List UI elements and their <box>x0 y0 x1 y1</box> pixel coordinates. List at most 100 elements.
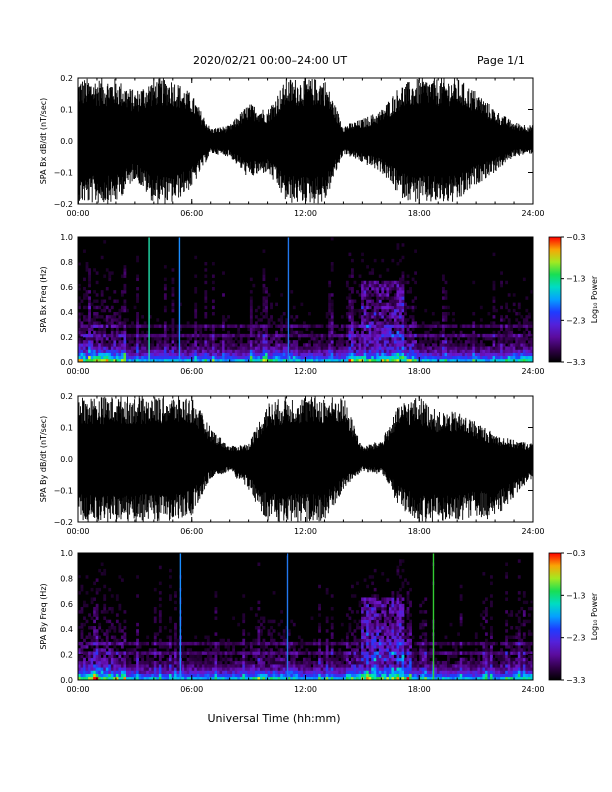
spectrogram-cell <box>287 333 291 338</box>
spectrogram-cell <box>492 315 496 319</box>
spectrogram-cell <box>431 349 435 353</box>
spectrogram-cell <box>174 641 177 646</box>
spectrogram-cell <box>295 324 299 328</box>
spectrogram-cell <box>399 327 402 332</box>
spectrogram-cell <box>335 349 339 353</box>
spectrogram-cell <box>368 352 372 357</box>
spectrogram-cell <box>502 333 506 338</box>
spectrogram-cell <box>454 641 458 646</box>
spectrogram-cell <box>262 673 266 678</box>
spectrogram-cell <box>118 626 122 630</box>
spectrogram-cell <box>361 613 364 617</box>
spectrogram-cell <box>383 632 387 636</box>
spectrogram-cell <box>459 667 463 671</box>
spectrogram-cell <box>409 664 412 668</box>
spectrogram-cell <box>184 667 187 671</box>
spectrogram-cell <box>110 676 114 681</box>
spectrogram-cell <box>325 667 329 671</box>
spectrogram-cell <box>224 657 228 662</box>
spectrogram-cell <box>128 673 132 678</box>
spectrogram-cell <box>108 352 112 357</box>
spectrogram-cell <box>421 645 425 649</box>
spectrogram-cell <box>123 305 127 310</box>
spectrogram-cell <box>396 346 400 350</box>
spectrogram-cell <box>88 283 91 288</box>
spectrogram-cell <box>163 265 167 269</box>
spectrogram-cell <box>108 670 112 674</box>
spectrogram-cell <box>227 315 230 319</box>
spectrogram-cell <box>118 622 122 627</box>
spectrogram-cell <box>163 296 167 300</box>
spectrogram-cell <box>340 324 344 328</box>
spectrogram-cell <box>404 318 407 322</box>
spectrogram-cell <box>219 340 223 344</box>
spectrogram-cell <box>115 676 119 681</box>
spectrogram-cell <box>217 651 220 655</box>
spectrogram-cell <box>424 619 428 624</box>
spectrogram-cell <box>249 321 253 325</box>
spectrogram-cell <box>368 673 372 678</box>
spectrogram-cell <box>196 346 200 350</box>
spectrogram-cell <box>78 305 81 310</box>
spectrogram-cell <box>80 664 84 668</box>
spectrogram-cell <box>500 358 503 363</box>
spectrogram-cell <box>189 670 193 674</box>
spectrogram-cell <box>83 355 86 360</box>
spectrogram-cell <box>338 340 342 344</box>
spectrogram-cell <box>434 667 438 671</box>
spectrogram-cell <box>204 296 208 300</box>
spectrogram-cell <box>287 343 291 347</box>
spectrogram-cell <box>141 654 145 659</box>
spectrogram-cell <box>80 349 84 353</box>
spectrogram-cell <box>211 355 215 360</box>
spectrogram-cell <box>234 664 238 668</box>
spectrogram-cell <box>204 293 208 297</box>
spectrogram-cell <box>78 346 81 350</box>
spectrogram-cell <box>169 657 172 662</box>
spectrogram-cell <box>239 664 243 668</box>
spectrogram-cell <box>353 324 357 328</box>
spectrogram-cell <box>328 283 332 288</box>
spectrogram-cell <box>411 349 415 353</box>
spectrogram-cell <box>325 670 329 674</box>
spectrogram-cell <box>424 667 428 671</box>
spectrogram-cell <box>373 315 377 319</box>
spectrogram-cell <box>391 606 395 611</box>
spectrogram-cell <box>472 324 476 328</box>
spectrogram-cell <box>292 324 296 328</box>
spectrogram-cell <box>318 349 321 353</box>
spectrogram-cell <box>356 638 359 643</box>
spectrogram-cell <box>401 299 405 303</box>
spectrogram-cell <box>391 333 395 338</box>
spectrogram-cell <box>80 584 84 589</box>
spectrogram-cell <box>103 657 107 662</box>
spectrogram-cell <box>429 340 433 344</box>
spectrogram-cell <box>115 333 119 338</box>
spectrogram-cell <box>239 673 243 678</box>
spectrogram-cell <box>388 346 392 350</box>
spectrogram-cell <box>297 330 301 335</box>
spectrogram-cell <box>199 657 203 662</box>
spectrogram-cell <box>371 676 375 681</box>
spectrogram-cell <box>477 355 481 360</box>
spectrogram-cell <box>257 352 261 357</box>
spectrogram-cell <box>396 600 400 605</box>
spectrogram-cell <box>366 616 369 620</box>
spectrogram-cell <box>353 312 357 316</box>
spectrogram-cell <box>282 660 286 665</box>
spectrogram-cell <box>103 654 107 659</box>
spectrogram-cell <box>381 667 385 671</box>
spectrogram-cell <box>510 343 514 347</box>
x-tick-label: 24:00 <box>521 209 544 218</box>
spectrogram-cell <box>232 660 236 665</box>
spectrogram-cell <box>391 645 395 649</box>
spectrogram-cell <box>110 651 114 655</box>
spectrogram-cell <box>249 302 253 307</box>
spectrogram-cell <box>242 629 246 633</box>
spectrogram-cell <box>148 673 152 678</box>
spectrogram-cell <box>444 660 448 665</box>
spectrogram-cell <box>138 337 142 341</box>
spectrogram-cell <box>158 581 162 586</box>
spectrogram-cell <box>88 667 91 671</box>
spectrogram-cell <box>265 657 268 662</box>
